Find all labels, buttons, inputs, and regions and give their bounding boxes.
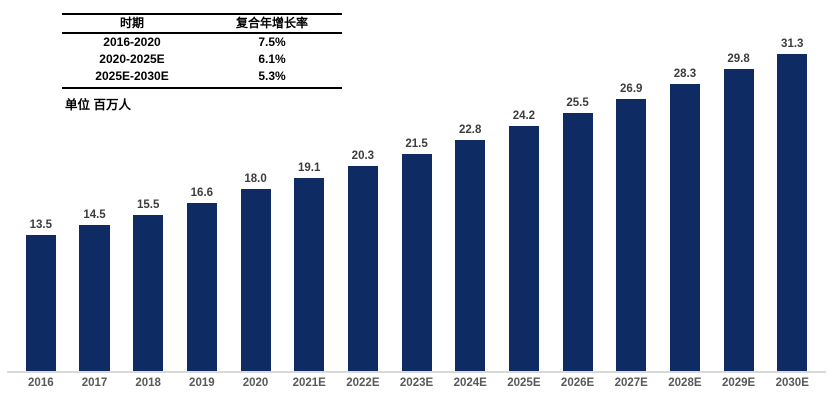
x-axis-tick-label: 2023E xyxy=(399,377,434,389)
bar-value-label: 19.1 xyxy=(298,162,321,174)
bar-value-label: 15.5 xyxy=(136,199,160,211)
bar-column: 21.5 xyxy=(390,138,444,372)
cagr-cell: 6.1% xyxy=(258,52,286,66)
cagr-cell: 7.5% xyxy=(258,35,286,49)
bar xyxy=(294,178,325,372)
x-axis-tick-label: 2018 xyxy=(135,377,161,389)
bar-value-label: 22.8 xyxy=(459,124,482,136)
period-cell: 2020-2025E xyxy=(99,52,165,66)
x-axis-tick-label: 2027E xyxy=(614,377,648,389)
bar-column: 16.6 xyxy=(175,187,229,372)
bar xyxy=(616,99,647,372)
x-axis-tick-label: 2022E xyxy=(346,377,380,389)
bar-column: 24.2 xyxy=(497,110,551,372)
bar-value-label: 13.5 xyxy=(29,219,53,231)
bar-column: 19.1 xyxy=(282,162,336,372)
bar-column: 29.8 xyxy=(712,53,766,372)
bar-value-label: 31.3 xyxy=(781,38,804,50)
bar xyxy=(79,225,110,372)
cagr-table-header-row: 时期 复合年增长率 xyxy=(62,14,342,33)
bar xyxy=(669,84,700,372)
bar-column: 14.5 xyxy=(68,209,122,372)
x-axis-tick-label: 2021E xyxy=(292,377,326,389)
bar-column: 28.3 xyxy=(658,68,712,372)
x-axis-ticks: 2016 2017 2018 2019 2020 2021E 2022E 2023E 2024E… xyxy=(14,377,819,389)
bar-value-label: 29.8 xyxy=(727,53,750,65)
bar-value-label: 26.9 xyxy=(620,83,643,95)
bar-column: 13.5 xyxy=(14,219,68,372)
cagr-table: 时期 复合年增长率 2016-2020 7.5% 2020-2025E 6.1%… xyxy=(62,13,342,89)
bar-value-label: 24.2 xyxy=(512,110,536,122)
period-cell: 2025E-2030E xyxy=(95,69,169,83)
bar-column: 18.0 xyxy=(229,173,283,372)
x-axis-tick-label: 2019 xyxy=(189,377,215,389)
x-axis-tick-label: 2028E xyxy=(668,377,702,389)
bar-value-label: 21.5 xyxy=(405,138,428,150)
bar-value-label: 16.6 xyxy=(190,187,214,199)
bar xyxy=(347,166,378,372)
bar xyxy=(133,215,164,372)
bar xyxy=(508,126,539,372)
cagr-table-row: 2020-2025E 6.1% xyxy=(62,51,342,68)
bar-plot: 13.5 14.5 15.5 16.6 18.0 19.1 20.3 21.5 22.8 24.2… xyxy=(14,0,819,372)
bar xyxy=(401,154,432,372)
bar-value-label: 28.3 xyxy=(673,68,697,80)
bar-column: 25.5 xyxy=(551,97,605,372)
x-axis-tick-label: 2025E xyxy=(507,377,541,389)
bar-value-label: 20.3 xyxy=(351,150,375,162)
bar-value-label: 25.5 xyxy=(566,97,589,109)
period-cell: 2016-2020 xyxy=(103,35,161,49)
unit-label: 单位 百万人 xyxy=(65,98,131,112)
bar-value-label: 14.5 xyxy=(83,209,106,221)
bar xyxy=(455,140,486,372)
bar xyxy=(562,113,593,372)
bar-column: 20.3 xyxy=(336,150,390,372)
x-axis-tick-label: 2026E xyxy=(560,377,595,389)
x-axis-tick-label: 2017 xyxy=(81,377,108,389)
cagr-table-row: 2025E-2030E 5.3% xyxy=(62,68,342,88)
cagr-column-header: 复合年增长率 xyxy=(235,16,308,30)
bar-column: 31.3 xyxy=(765,38,819,372)
bar-value-label: 18.0 xyxy=(244,173,267,185)
bar xyxy=(186,203,217,372)
bar xyxy=(240,189,271,372)
bar-column: 22.8 xyxy=(443,124,497,372)
bar xyxy=(25,235,56,372)
cagr-table-row: 2016-2020 7.5% xyxy=(62,33,342,51)
bar-column: 15.5 xyxy=(121,199,175,372)
x-axis-tick-label: 2029E xyxy=(721,377,756,389)
bar xyxy=(723,69,754,372)
x-axis-tick-label: 2030E xyxy=(775,377,809,389)
period-column-header: 时期 xyxy=(119,16,144,30)
bar-column: 26.9 xyxy=(604,83,658,372)
cagr-cell: 5.3% xyxy=(258,69,286,83)
x-axis-tick-label: 2016 xyxy=(28,377,54,389)
x-axis-line xyxy=(7,371,826,373)
bar xyxy=(777,54,808,372)
x-axis-tick-label: 2024E xyxy=(453,377,487,389)
x-axis-tick-label: 2020 xyxy=(242,377,269,389)
